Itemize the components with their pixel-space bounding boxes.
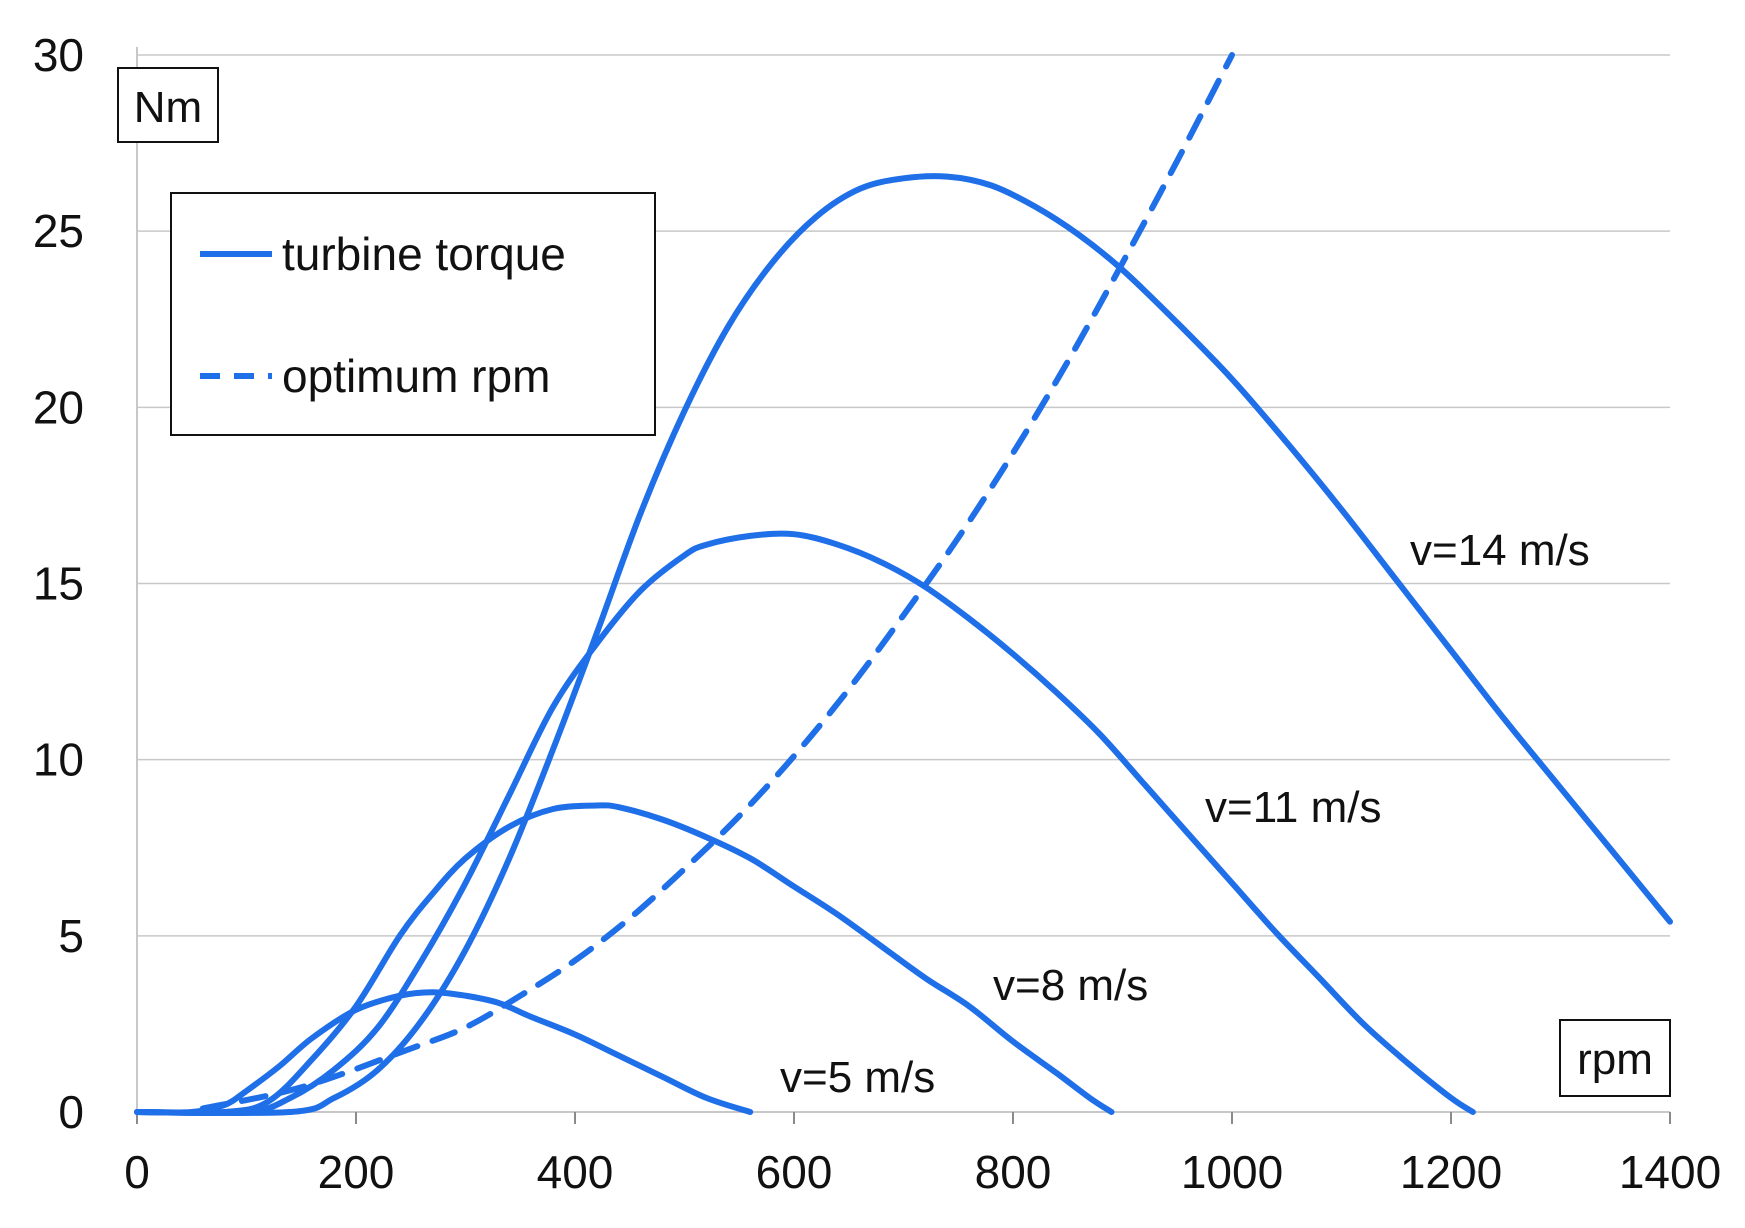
- y-tick-label-15: 15: [33, 558, 84, 610]
- y-unit-label: Nm: [134, 83, 202, 132]
- axes: [136, 47, 1671, 1124]
- y-tick-label-25: 25: [33, 205, 84, 257]
- series-line-optimum-rpm: [199, 52, 1235, 1112]
- legend-label-turbine-torque: turbine torque: [282, 228, 566, 280]
- curve-label-v-8-m-s: v=8 m/s: [993, 961, 1148, 1010]
- x-tick-label-1400: 1400: [1619, 1146, 1721, 1198]
- y-tick-label-30: 30: [33, 29, 84, 81]
- series-line-v-8-m-s: [134, 802, 1115, 1116]
- x-tick-label-0: 0: [124, 1146, 150, 1198]
- tick-labels: 0 5 10 15 20 25 30 0 200 400 600 800 1000 1200 1400: [33, 29, 1721, 1198]
- x-tick-label-1200: 1200: [1400, 1146, 1502, 1198]
- grid-lines: [137, 54, 1670, 937]
- series-line-v-5-m-s: [134, 989, 754, 1116]
- x-tick-label-800: 800: [975, 1146, 1052, 1198]
- series-line-v-11-m-s: [134, 530, 1476, 1117]
- curve-label-v-14-m-s: v=14 m/s: [1410, 526, 1590, 575]
- y-unit-box: Nm: [117, 67, 219, 143]
- x-tick-label-400: 400: [537, 1146, 614, 1198]
- curve-annotations: v=14 m/s v=11 m/s v=8 m/s v=5 m/s: [780, 526, 1590, 1102]
- series-line-v-14-m-s: [134, 173, 1673, 1117]
- y-tick-label-0: 0: [58, 1086, 84, 1138]
- x-tick-label-600: 600: [756, 1146, 833, 1198]
- y-tick-label-10: 10: [33, 734, 84, 786]
- x-tick-label-1000: 1000: [1181, 1146, 1283, 1198]
- legend: turbine torque optimum rpm: [170, 192, 656, 436]
- x-unit-box: rpm: [1559, 1019, 1671, 1097]
- curve-label-v-11-m-s: v=11 m/s: [1205, 783, 1381, 832]
- y-tick-label-5: 5: [58, 910, 84, 962]
- y-tick-label-20: 20: [33, 381, 84, 433]
- curve-label-v-5-m-s: v=5 m/s: [780, 1053, 935, 1102]
- series-lines: [134, 52, 1673, 1117]
- x-unit-label: rpm: [1577, 1035, 1653, 1084]
- x-tick-label-200: 200: [318, 1146, 395, 1198]
- legend-label-optimum-rpm: optimum rpm: [282, 350, 550, 402]
